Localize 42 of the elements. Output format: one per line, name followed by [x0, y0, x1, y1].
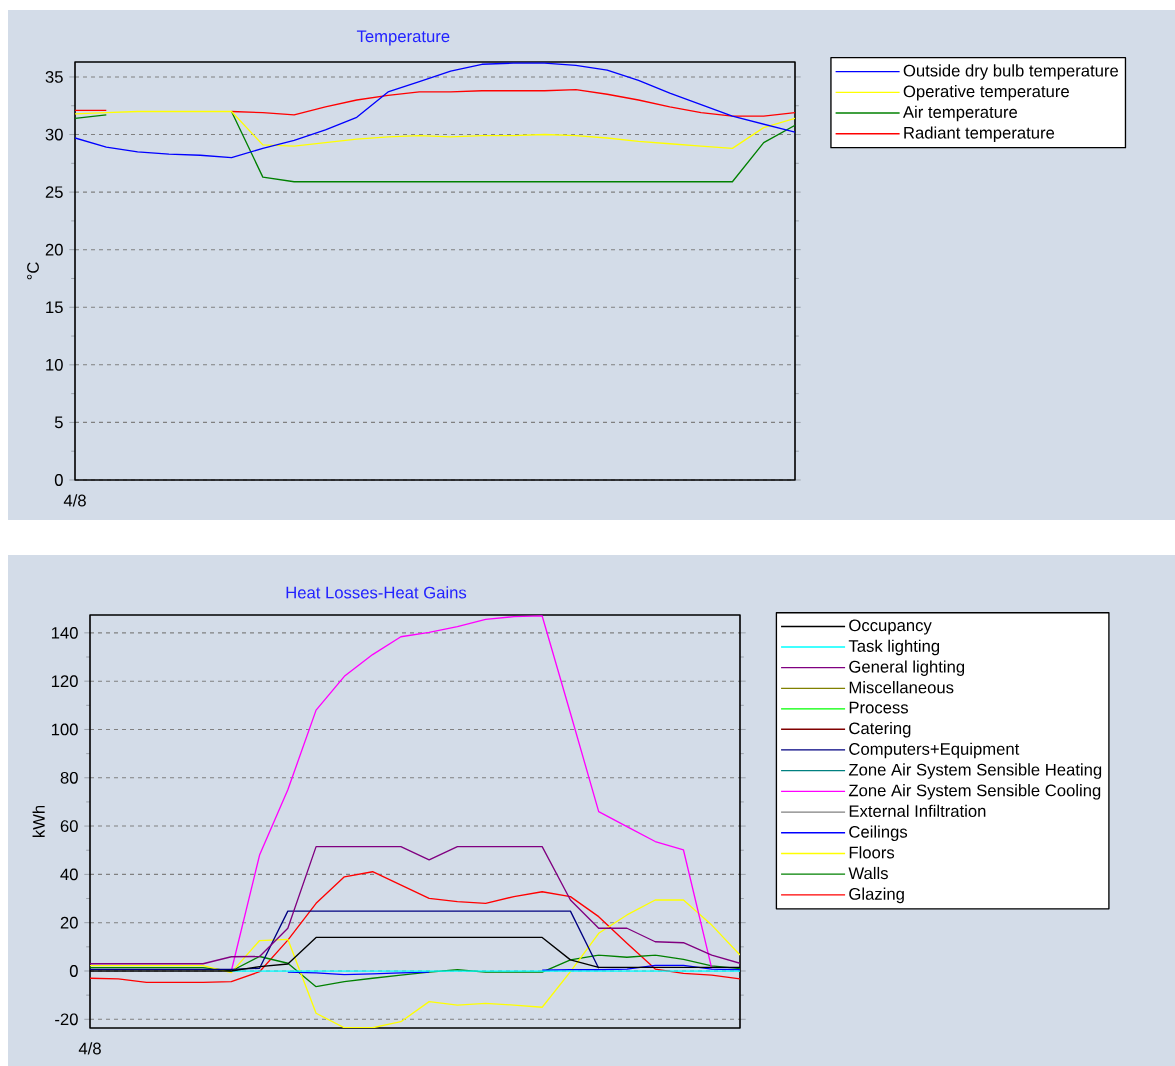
- y-tick-label: 20: [45, 243, 63, 256]
- legend-label: Process: [849, 701, 909, 714]
- legend-label: Computers+Equipment: [849, 742, 1020, 759]
- legend-label: Zone Air System Sensible Cooling: [848, 784, 1101, 800]
- y-tick-label: 100: [51, 723, 78, 736]
- y-tick-label: 15: [46, 301, 63, 314]
- legend-label: General lighting: [849, 660, 965, 676]
- y-axis-title: kWh: [32, 805, 45, 838]
- chart-title: Heat Losses-Heat Gains: [286, 586, 467, 599]
- legend-label: Air temperature: [902, 105, 1018, 122]
- y-tick-label: 80: [60, 771, 78, 784]
- y-tick-label: 140: [51, 626, 78, 639]
- y-tick-label: 5: [54, 416, 63, 429]
- y-tick-label: 20: [60, 916, 78, 929]
- y-tick-label: 60: [60, 820, 78, 832]
- legend-label: Operative temperature: [903, 85, 1069, 101]
- legend-label: Zone Air System Sensible Heating: [848, 763, 1102, 779]
- x-tick-label: 4/8: [63, 494, 86, 507]
- legend-label: Walls: [848, 866, 888, 880]
- y-tick-label: 30: [45, 128, 63, 141]
- x-tick-label: 4/8: [78, 1042, 101, 1055]
- legend-label: Occupancy: [849, 619, 932, 635]
- y-tick-label: 0: [69, 965, 78, 977]
- legend-label: Catering: [849, 721, 911, 738]
- legend-label: Ceilings: [849, 825, 908, 841]
- legend-label: Task lighting: [848, 639, 940, 656]
- legend-label: Floors: [849, 846, 895, 859]
- chart-title: Temperature: [356, 30, 450, 46]
- legend-label: Miscellaneous: [849, 681, 954, 694]
- y-tick-label: 40: [60, 868, 78, 881]
- line-series: [230, 615, 713, 972]
- y-tick-label: 25: [45, 186, 63, 199]
- legend-label: Radiant temperature: [904, 126, 1055, 142]
- y-axis-title: °C: [27, 262, 39, 280]
- legend-label: External Infiltration: [849, 804, 986, 818]
- y-tick-label: 10: [46, 358, 63, 371]
- y-tick-label: 35: [45, 71, 63, 83]
- legend-label: Outside dry bulb temperature: [903, 64, 1119, 80]
- y-tick-label: 0: [54, 474, 63, 486]
- y-tick-label: 120: [51, 675, 78, 688]
- legend-label: Glazing: [849, 887, 904, 904]
- y-tick-label: -20: [55, 1013, 78, 1026]
